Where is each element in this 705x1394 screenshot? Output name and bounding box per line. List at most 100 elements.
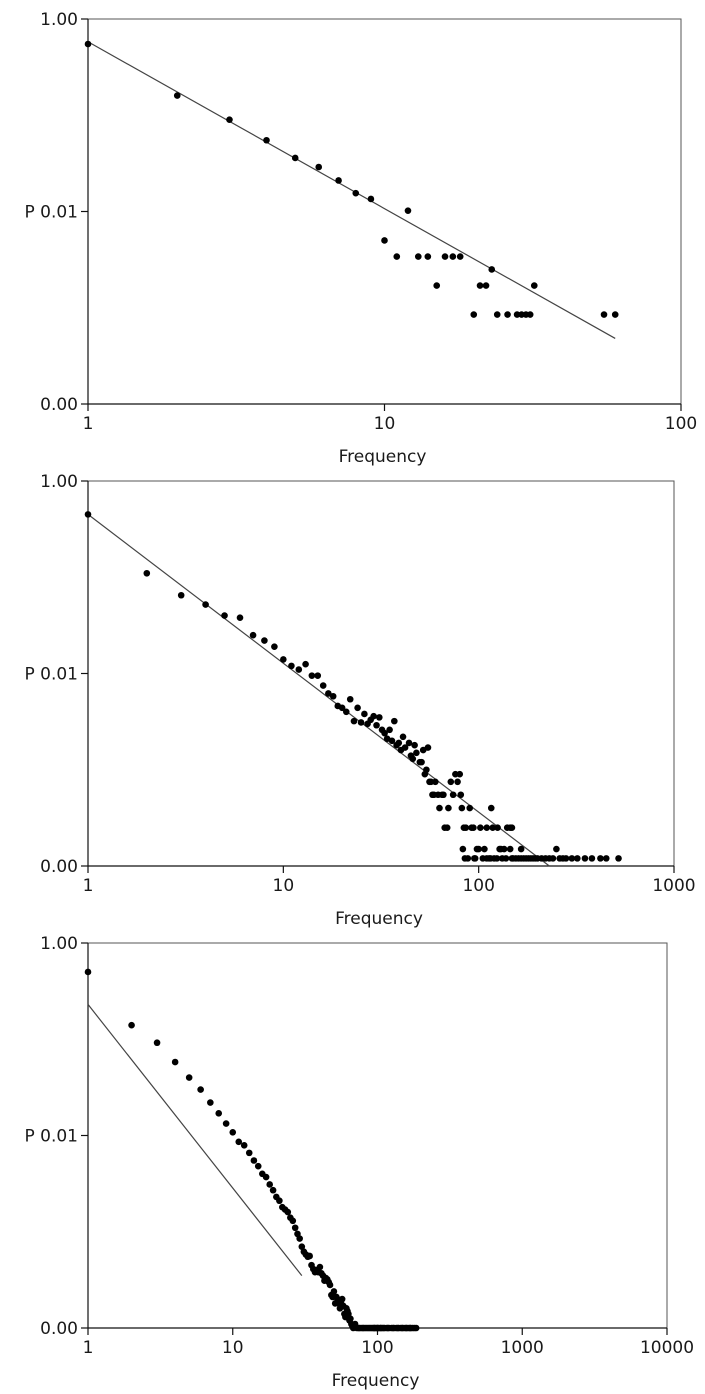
data-point: [291, 154, 299, 162]
data-point: [388, 737, 396, 745]
data-point: [262, 1173, 270, 1181]
data-point: [177, 591, 185, 599]
data-point: [406, 1324, 414, 1332]
data-point: [471, 855, 478, 862]
chart-2: 0.00 P 0.01 1.00 1 10 100 1000 Frequency: [24, 472, 695, 929]
data-point: [409, 755, 417, 763]
y-tick-label: 1.00: [40, 934, 78, 954]
data-point: [506, 845, 514, 853]
data-point: [405, 739, 413, 747]
data-point: [249, 631, 257, 639]
data-point: [235, 1138, 243, 1146]
data-point: [506, 824, 514, 831]
data-point: [459, 845, 467, 853]
x-tick-label: 1000: [652, 876, 695, 896]
y-tick-label: 0.00: [40, 1319, 78, 1339]
data-point: [338, 704, 346, 712]
data-point: [319, 682, 327, 689]
data-point: [229, 1128, 237, 1136]
data-point: [493, 311, 501, 318]
data-point: [347, 1315, 354, 1322]
data-point: [338, 1295, 346, 1303]
data-point: [513, 311, 521, 318]
data-point: [395, 739, 403, 747]
data-point: [280, 656, 287, 663]
data-point: [477, 824, 484, 831]
data-point: [284, 1208, 292, 1216]
fit-line: [87, 1004, 303, 1277]
x-axis-label: Frequency: [332, 1371, 420, 1391]
data-point: [436, 804, 443, 812]
x-tick-label: 1: [83, 876, 94, 896]
data-point: [386, 726, 393, 734]
data-point: [376, 714, 383, 721]
data-point: [456, 770, 464, 778]
data-point: [418, 758, 425, 766]
data-point: [470, 311, 478, 318]
x-tick-label: 100: [361, 1338, 393, 1358]
x-tick-label: 100: [665, 414, 697, 434]
data-point: [173, 92, 181, 99]
data-point: [185, 1074, 193, 1081]
data-point: [457, 791, 465, 799]
x-tick-label: 1: [83, 414, 94, 434]
data-point: [475, 845, 482, 853]
data-point: [330, 1288, 338, 1295]
data-point: [482, 282, 490, 289]
data-point: [377, 1324, 384, 1332]
data-point: [128, 1021, 135, 1029]
data-point: [461, 855, 469, 862]
data-point: [522, 855, 530, 862]
data-point: [254, 1162, 262, 1170]
y-tick-label: P 0.01: [24, 203, 78, 223]
data-point: [412, 1324, 420, 1332]
chart-1: 0.00 P 0.01 1.00 1 10 100 Frequency: [24, 10, 697, 467]
x-tick-label: 10: [222, 1338, 244, 1358]
data-point: [314, 672, 322, 679]
data-point: [597, 855, 604, 862]
data-point: [226, 116, 233, 123]
data-point: [456, 253, 464, 260]
data-point: [266, 1181, 274, 1188]
data-point: [443, 824, 451, 831]
data-point: [445, 804, 452, 812]
data-point: [487, 804, 495, 812]
data-point: [143, 569, 151, 577]
data-point: [574, 855, 581, 862]
x-tick-label: 100: [462, 876, 494, 896]
data-point: [476, 282, 484, 289]
data-point: [588, 855, 596, 862]
y-tick-label: 0.00: [40, 395, 78, 415]
chart-3: 0.00 P 0.01 1.00 1 10 100 1000 10000 Frequency: [24, 934, 694, 1391]
data-point: [346, 695, 354, 703]
x-tick-label: 10: [374, 414, 396, 434]
data-point: [432, 778, 439, 786]
data-point: [329, 692, 337, 700]
data-point: [424, 744, 432, 751]
plot-frame: [87, 480, 675, 867]
data-point: [611, 311, 619, 318]
data-point: [245, 1149, 253, 1157]
data-point: [84, 968, 92, 976]
data-point: [335, 177, 342, 184]
data-point: [500, 845, 508, 853]
data-point: [315, 163, 323, 171]
x-tick-label: 1000: [501, 1338, 544, 1358]
data-point: [413, 749, 420, 757]
plot-frame: [87, 18, 682, 405]
x-axis-label: Frequency: [335, 909, 423, 929]
data-point: [373, 721, 380, 729]
data-point: [308, 672, 316, 679]
data-point: [84, 511, 92, 518]
data-point: [424, 253, 432, 260]
plot-frame: [87, 942, 668, 1329]
data-point: [393, 253, 401, 260]
y-tick-label: 0.00: [40, 857, 78, 877]
data-point: [367, 195, 375, 203]
data-point: [504, 311, 511, 318]
data-point: [517, 845, 525, 853]
data-point: [559, 855, 567, 862]
data-point: [483, 824, 491, 831]
data-point: [470, 824, 477, 831]
data-point: [481, 845, 488, 853]
